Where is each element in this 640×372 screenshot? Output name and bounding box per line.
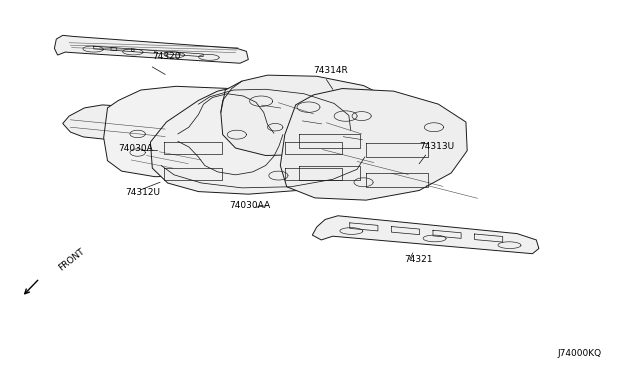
Polygon shape — [312, 216, 539, 254]
Text: 74313U: 74313U — [419, 142, 454, 151]
Polygon shape — [54, 35, 248, 63]
Polygon shape — [63, 105, 172, 140]
Polygon shape — [150, 85, 396, 194]
Polygon shape — [221, 75, 396, 155]
Text: 74314R: 74314R — [314, 66, 348, 75]
Polygon shape — [280, 89, 467, 200]
Text: J74000KQ: J74000KQ — [557, 349, 602, 358]
Text: 74030A: 74030A — [118, 144, 153, 153]
Polygon shape — [104, 86, 296, 177]
Text: FRONT: FRONT — [56, 246, 86, 272]
Text: 74030AA: 74030AA — [229, 201, 270, 210]
Text: 74312U: 74312U — [125, 188, 160, 197]
Text: 74320: 74320 — [152, 52, 181, 61]
Text: 74321: 74321 — [404, 255, 433, 264]
